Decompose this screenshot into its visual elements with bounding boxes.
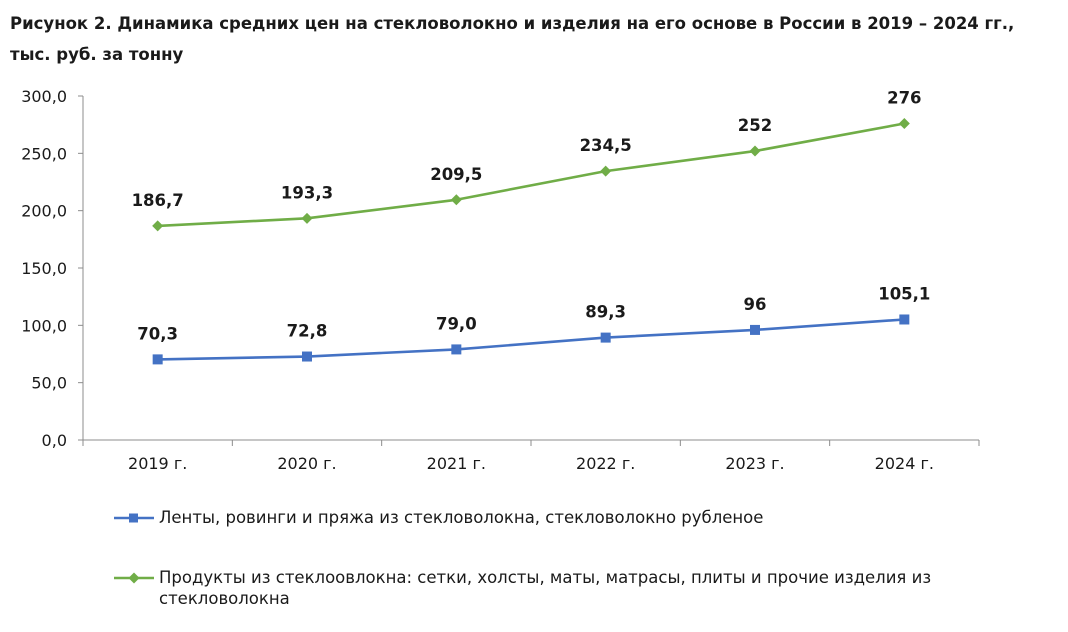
x-tick-label: 2023 г.	[725, 454, 784, 473]
data-label: 79,0	[436, 314, 477, 333]
data-point	[302, 351, 312, 362]
series-line-1	[157, 318, 905, 361]
data-point	[600, 332, 611, 343]
data-point	[898, 118, 910, 130]
x-tick-label: 2019 г.	[128, 454, 187, 473]
data-label: 70,3	[137, 324, 178, 343]
data-label: 234,5	[580, 136, 632, 155]
x-tick-label: 2022 г.	[576, 454, 635, 473]
legend-marker-diamond-icon	[114, 572, 154, 584]
data-point	[301, 212, 313, 224]
y-tick-label: 300,0	[21, 87, 67, 106]
data-point	[899, 314, 910, 325]
data-point	[600, 165, 612, 177]
data-label: 186,7	[132, 191, 184, 210]
x-tick-label: 2020 г.	[277, 454, 336, 473]
x-tick-label: 2024 г.	[875, 454, 934, 473]
y-tick-label: 0,0	[42, 431, 67, 450]
data-point	[750, 324, 760, 335]
chart-title: Рисунок 2. Динамика средних цен на стекл…	[10, 14, 1015, 64]
data-label: 105,1	[878, 284, 930, 303]
y-tick-label: 100,0	[21, 316, 67, 335]
data-point	[749, 145, 761, 157]
data-point	[152, 220, 164, 232]
y-tick-label: 250,0	[21, 144, 67, 163]
series-line-2	[157, 122, 905, 228]
y-tick-label: 200,0	[21, 202, 67, 221]
data-label: 252	[738, 116, 772, 135]
data-point	[451, 344, 462, 355]
data-label: 193,3	[281, 183, 333, 202]
data-label: 89,3	[585, 303, 626, 322]
data-label: 72,8	[287, 322, 328, 341]
data-label: 96	[744, 295, 767, 314]
x-tick-label: 2021 г.	[427, 454, 486, 473]
data-point	[450, 194, 462, 206]
data-label: 209,5	[430, 165, 482, 184]
y-tick-label: 50,0	[31, 374, 67, 393]
data-label: 276	[887, 89, 921, 108]
data-point	[152, 354, 163, 365]
legend-label-series-2: Продукты из стеклоовлокна: сетки, холсты…	[159, 568, 932, 608]
y-tick-label: 150,0	[21, 259, 67, 278]
legend-label-series-1: Ленты, ровинги и пряжа из стекловолокна,…	[159, 508, 764, 527]
legend-marker-square-icon	[114, 513, 154, 523]
chart-plot: 0,0 50,0 100,0 150,0 200,0 250,0 300,0 2019 г. 2…	[21, 87, 980, 473]
